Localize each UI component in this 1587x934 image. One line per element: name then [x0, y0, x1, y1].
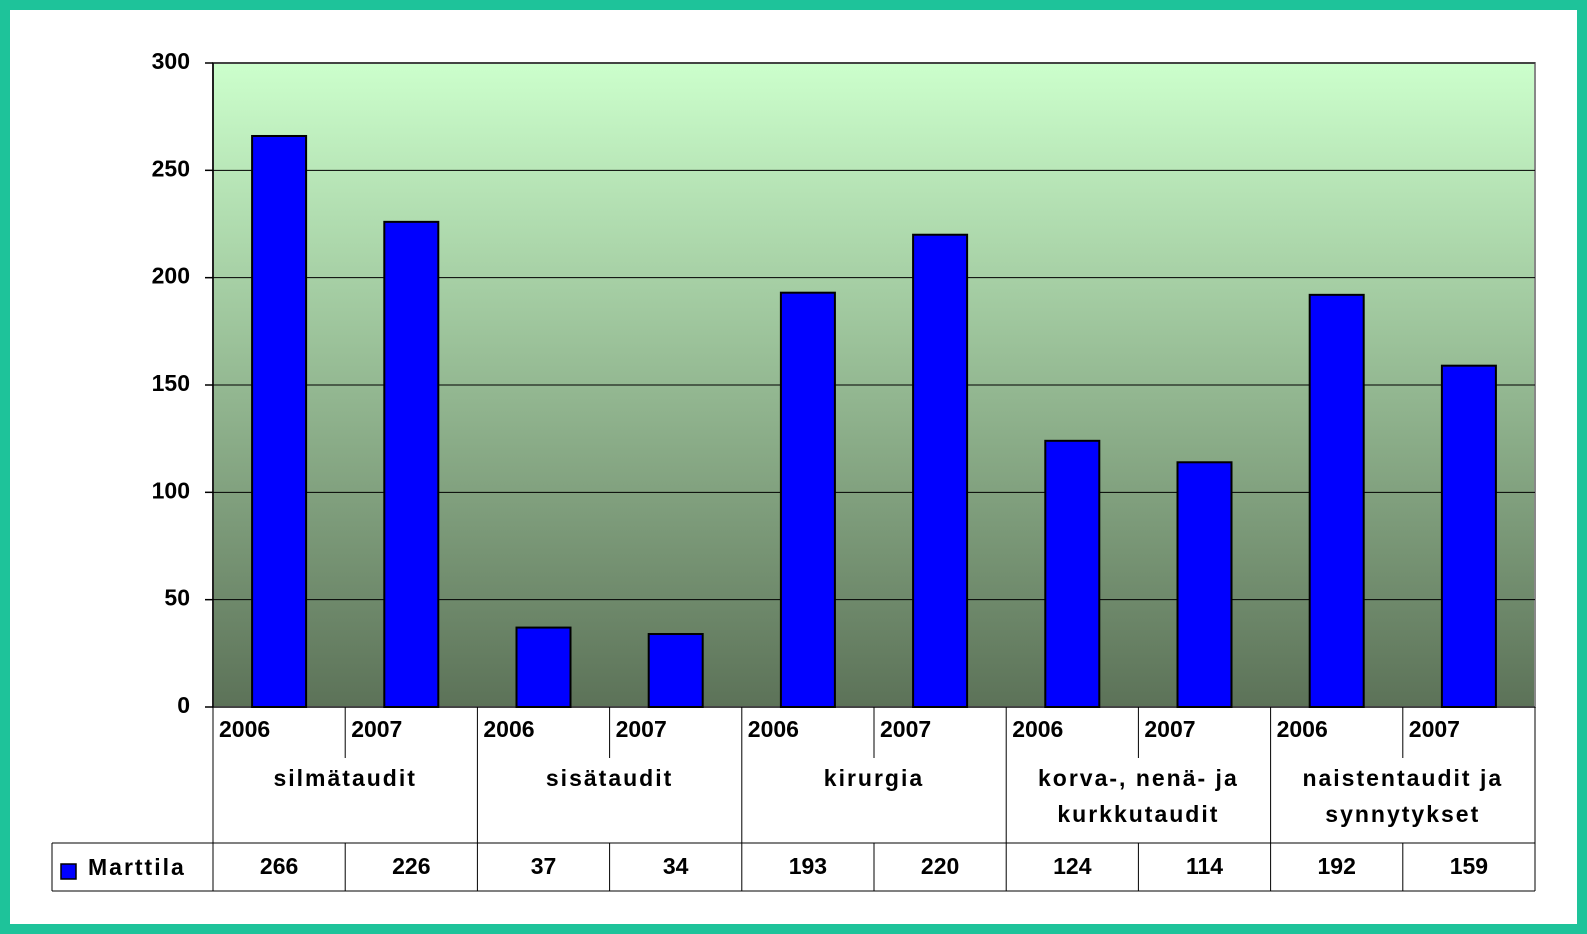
- y-tick-label: 150: [152, 370, 190, 396]
- y-tick-label: 0: [177, 692, 190, 718]
- bar: [779, 291, 836, 708]
- table-value: 193: [789, 853, 827, 879]
- table-value: 226: [392, 853, 430, 879]
- table-value: 34: [663, 853, 689, 879]
- x-tick-label: 2006: [219, 716, 270, 742]
- table-value: 159: [1450, 853, 1488, 879]
- bar: [515, 626, 572, 708]
- table-value: 192: [1318, 853, 1356, 879]
- x-tick-label: 2007: [1409, 716, 1460, 742]
- x-tick-label: 2007: [351, 716, 402, 742]
- x-tick-label: 2006: [1012, 716, 1063, 742]
- y-tick-label: 100: [152, 477, 190, 503]
- group-label: korva-, nenä- ja kurkkutaudit: [1038, 765, 1239, 827]
- legend-label: Marttila: [88, 854, 186, 880]
- table-value: 37: [531, 853, 557, 879]
- table-value: 220: [921, 853, 959, 879]
- bar: [1176, 461, 1233, 708]
- x-tick-label: 2006: [748, 716, 799, 742]
- group-label: sisätaudit: [545, 765, 674, 791]
- bar: [383, 220, 440, 708]
- y-tick-label: 300: [152, 48, 190, 74]
- table-value: 124: [1053, 853, 1092, 879]
- y-tick-label: 250: [152, 155, 190, 181]
- x-tick-label: 2006: [1277, 716, 1328, 742]
- x-tick-label: 2007: [1144, 716, 1195, 742]
- bar: [1044, 439, 1101, 708]
- x-tick-label: 2007: [880, 716, 931, 742]
- table-value: 266: [260, 853, 298, 879]
- x-tick-label: 2007: [616, 716, 667, 742]
- group-label: naistentaudit ja synnytykset: [1302, 765, 1504, 827]
- bar: [1308, 293, 1365, 708]
- x-tick-label: 2006: [483, 716, 534, 742]
- legend-key: [60, 863, 77, 880]
- bar: [912, 233, 969, 708]
- bar: [1440, 364, 1497, 708]
- table-value: 114: [1186, 853, 1223, 879]
- group-label: kirurgia: [823, 765, 925, 791]
- y-tick-label: 50: [164, 585, 190, 611]
- bar: [251, 134, 308, 708]
- y-tick-label: 200: [152, 263, 190, 289]
- bar: [647, 633, 704, 708]
- group-label: silmätaudit: [273, 765, 417, 791]
